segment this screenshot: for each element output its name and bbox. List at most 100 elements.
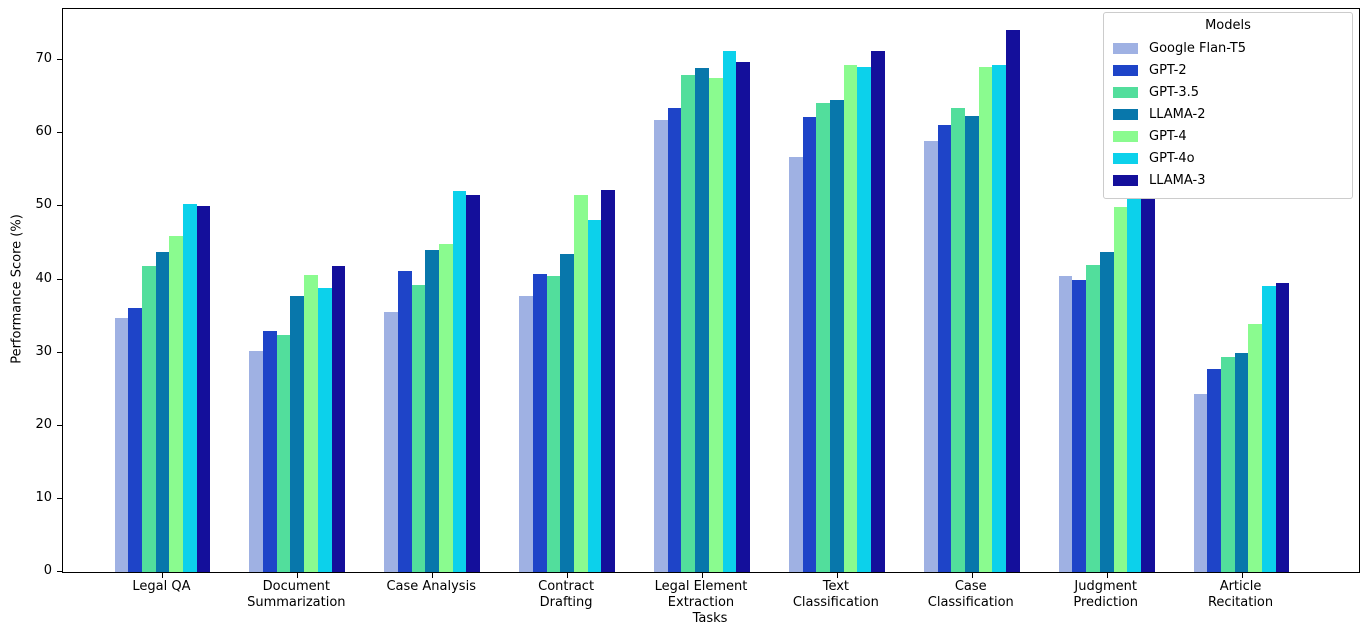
bar-google-flan-t5-article-recitation	[1193, 393, 1208, 572]
x-tick-label-line: Legal Element	[654, 579, 748, 594]
bar-gpt-4-judgment-prediction	[1113, 207, 1128, 572]
bar-google-flan-t5-legal-qa	[114, 318, 129, 572]
bar-gpt-4-legal-element-extraction	[708, 78, 723, 572]
bar-gpt-3-5-legal-element-extraction	[681, 74, 696, 572]
x-tick-mark	[432, 573, 434, 578]
bar-gpt-4-document-summarization	[304, 275, 318, 572]
x-tick-label-contract-drafting: Contract Drafting	[499, 579, 634, 611]
legend-title: Models	[1205, 18, 1251, 33]
bar-llama-2-document-summarization	[290, 296, 305, 572]
y-tick-mark	[57, 571, 62, 572]
legend-entry-gpt-2: GPT-2	[1113, 59, 1343, 81]
bar-gpt-3-5-case-classification	[951, 107, 965, 572]
x-tick-label-line: Case Analysis	[386, 579, 476, 594]
bar-llama-3-legal-element-extraction	[736, 61, 750, 572]
x-tick-label-line: Document	[262, 579, 330, 594]
x-tick-label-line: Classification	[927, 595, 1014, 610]
bar-google-flan-t5-text-classification	[788, 157, 803, 572]
bar-group-legal-element-extraction	[635, 9, 770, 578]
bar-llama-3-case-classification	[1005, 30, 1020, 572]
bar-gpt-3-5-article-recitation	[1221, 357, 1235, 572]
bar-group-article-recitation	[1174, 9, 1309, 578]
legend-swatch-gpt-3-5	[1113, 86, 1138, 98]
legend-label-llama-2: LLAMA-2	[1149, 106, 1206, 122]
y-axis-title: Performance Score (%)	[9, 214, 25, 364]
bar-gpt-3-5-contract-drafting	[546, 275, 561, 572]
legend-entry-llama-2: LLAMA-2	[1113, 103, 1343, 125]
legend-label-llama-3: LLAMA-3	[1149, 172, 1206, 188]
bar-gpt-4o-legal-element-extraction	[722, 51, 737, 572]
x-tick-label-line: Case	[954, 579, 987, 594]
x-axis-title: Tasks	[692, 611, 728, 626]
legend-label-google-flan-t5: Google Flan-T5	[1149, 40, 1246, 56]
bar-llama-3-judgment-prediction	[1140, 173, 1155, 572]
x-tick-label-line: Judgment	[1074, 579, 1137, 594]
bar-gpt-4-contract-drafting	[573, 195, 588, 572]
bar-google-flan-t5-document-summarization	[249, 351, 264, 572]
x-tick-mark	[162, 573, 164, 578]
legend-label-gpt-4: GPT-4	[1149, 128, 1187, 144]
x-tick-label-line: Summarization	[247, 595, 346, 610]
bar-llama-2-text-classification	[830, 100, 844, 572]
legend-entry-google-flan-t5: Google Flan-T5	[1113, 37, 1343, 59]
legend-swatch-llama-3	[1113, 174, 1138, 186]
bar-gpt-2-article-recitation	[1207, 369, 1222, 572]
bar-gpt-4-case-classification	[978, 66, 993, 572]
y-tick-label-10: 10	[35, 489, 52, 505]
bar-llama-2-legal-qa	[155, 252, 170, 572]
bar-gpt-4o-legal-qa	[182, 203, 197, 572]
y-tick-label-40: 40	[35, 270, 52, 286]
legend-swatch-llama-2	[1113, 108, 1138, 120]
y-tick-mark	[57, 497, 62, 499]
legend-entries: Google Flan-T5 GPT-2 GPT-3.5 LLAMA-2 GPT-4 GP…	[1113, 37, 1343, 191]
bar-group-judgment-prediction	[1039, 9, 1174, 578]
x-tick-label-article-recitation: Article Recitation	[1173, 579, 1308, 611]
y-tick-mark	[57, 351, 62, 353]
bar-llama-2-judgment-prediction	[1099, 252, 1114, 572]
x-tick-mark	[567, 573, 569, 578]
x-tick-mark	[836, 573, 838, 578]
y-tick-label-30: 30	[35, 343, 52, 359]
x-tick-label-line: Article	[1219, 579, 1262, 594]
bar-gpt-4o-case-analysis	[452, 191, 467, 572]
x-tick-label-case-classification: Case Classification	[903, 579, 1038, 611]
bar-llama-3-legal-qa	[196, 205, 211, 572]
bar-gpt-2-judgment-prediction	[1072, 279, 1087, 572]
legend-label-gpt-3-5: GPT-3.5	[1149, 84, 1200, 100]
bar-gpt-4o-contract-drafting	[587, 219, 602, 572]
bar-google-flan-t5-case-classification	[923, 141, 938, 572]
y-tick-label-0: 0	[43, 563, 52, 578]
bar-llama-3-contract-drafting	[601, 190, 615, 572]
bar-llama-3-text-classification	[871, 51, 885, 572]
bar-llama-2-legal-element-extraction	[695, 67, 709, 572]
x-tick-label-legal-qa: Legal QA	[94, 579, 229, 611]
bar-group-document-summarization	[230, 9, 365, 578]
bar-google-flan-t5-case-analysis	[384, 311, 398, 572]
bar-llama-3-case-analysis	[466, 195, 481, 572]
legend-label-gpt-2: GPT-2	[1149, 62, 1187, 78]
y-tick-mark	[57, 424, 62, 426]
x-tick-mark	[701, 573, 703, 578]
bar-gpt-3-5-legal-qa	[141, 266, 156, 572]
bar-gpt-2-case-analysis	[397, 270, 412, 572]
bar-gpt-4-text-classification	[843, 65, 858, 572]
legend-entry-llama-3: LLAMA-3	[1113, 169, 1343, 191]
x-tick-label-judgment-prediction: Judgment Prediction	[1038, 579, 1173, 611]
x-axis-tick-labels: Legal QA Document Summarization Case Analys…	[94, 579, 1308, 611]
legend-swatch-google-flan-t5	[1113, 42, 1138, 54]
y-tick-label-20: 20	[35, 416, 52, 432]
x-tick-label-line: Text	[822, 579, 850, 594]
y-tick-mark	[57, 205, 62, 207]
y-tick-label-60: 60	[35, 124, 52, 140]
bar-group-text-classification	[769, 9, 904, 578]
bar-google-flan-t5-legal-element-extraction	[654, 120, 668, 572]
x-tick-label-document-summarization: Document Summarization	[229, 579, 364, 611]
x-tick-mark	[971, 573, 973, 578]
x-tick-label-line: Drafting	[539, 595, 593, 610]
bar-llama-3-article-recitation	[1275, 283, 1290, 572]
bar-group-legal-qa	[95, 9, 230, 578]
x-tick-label-case-analysis: Case Analysis	[364, 579, 499, 611]
bar-llama-2-case-classification	[964, 116, 979, 572]
bar-gpt-3-5-text-classification	[816, 103, 831, 572]
